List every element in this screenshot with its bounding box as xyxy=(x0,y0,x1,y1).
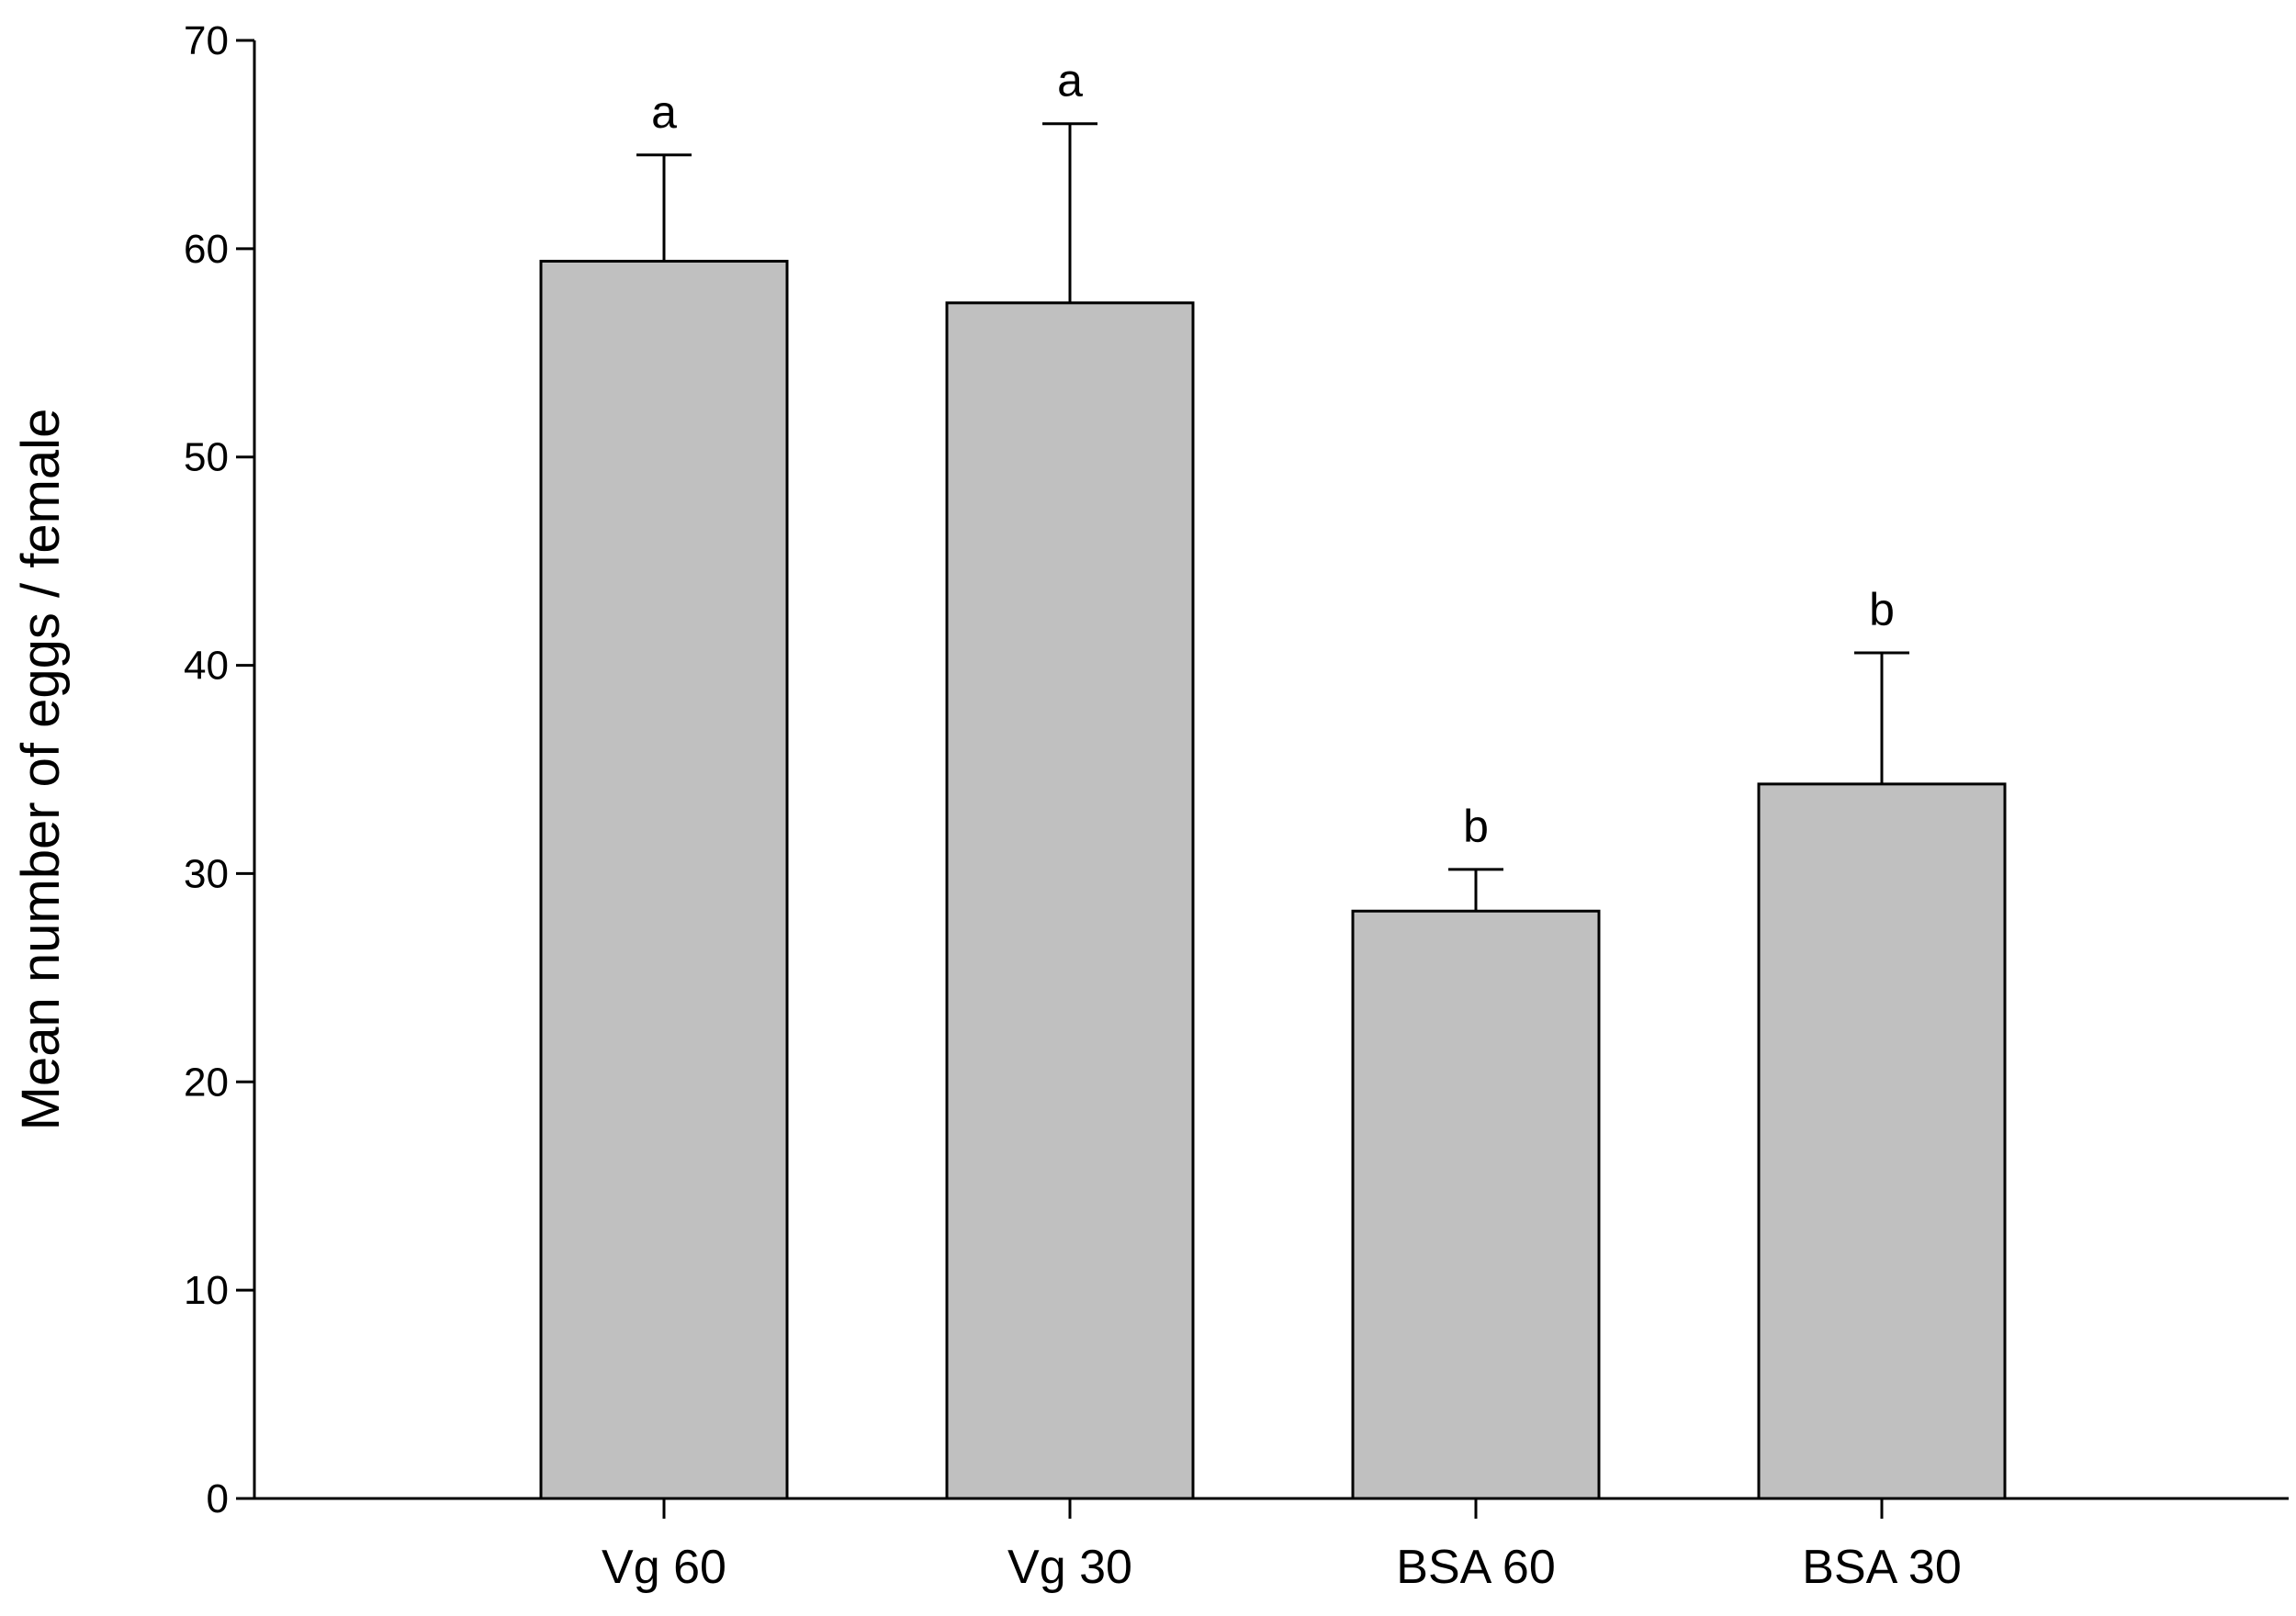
y-tick-label: 30 xyxy=(184,851,229,896)
y-tick-label: 20 xyxy=(184,1060,229,1105)
y-tick-label: 70 xyxy=(184,18,229,63)
y-axis-title: Mean number of eggs / female xyxy=(11,409,71,1131)
bar-vg-30 xyxy=(945,301,1195,1500)
x-category-label: Vg 60 xyxy=(602,1541,726,1594)
x-category-label: BSA 30 xyxy=(1802,1541,1961,1594)
x-axis-ticks: Vg 60 Vg 30 BSA 60 BSA 30 xyxy=(602,1498,1962,1594)
x-category-label: BSA 60 xyxy=(1396,1541,1555,1594)
y-tick-label: 40 xyxy=(184,644,229,689)
y-axis-ticks: 0 10 20 30 40 50 60 70 xyxy=(184,18,254,1521)
y-tick-label: 60 xyxy=(184,227,229,272)
y-tick-label: 0 xyxy=(207,1476,229,1521)
significance-letter: b xyxy=(1463,801,1489,852)
significance-letter: a xyxy=(651,86,677,138)
significance-letter: b xyxy=(1869,584,1895,635)
x-category-label: Vg 30 xyxy=(1007,1541,1132,1594)
y-tick-label: 10 xyxy=(184,1268,229,1313)
axes xyxy=(253,40,2289,1500)
bar-vg-60 xyxy=(539,259,789,1500)
bar-bsa-60 xyxy=(1351,909,1601,1500)
bar-bsa-30 xyxy=(1757,782,2007,1500)
significance-letter: a xyxy=(1057,55,1083,107)
bars-group: a a b b xyxy=(539,55,2007,1500)
y-tick-label: 50 xyxy=(184,435,229,480)
